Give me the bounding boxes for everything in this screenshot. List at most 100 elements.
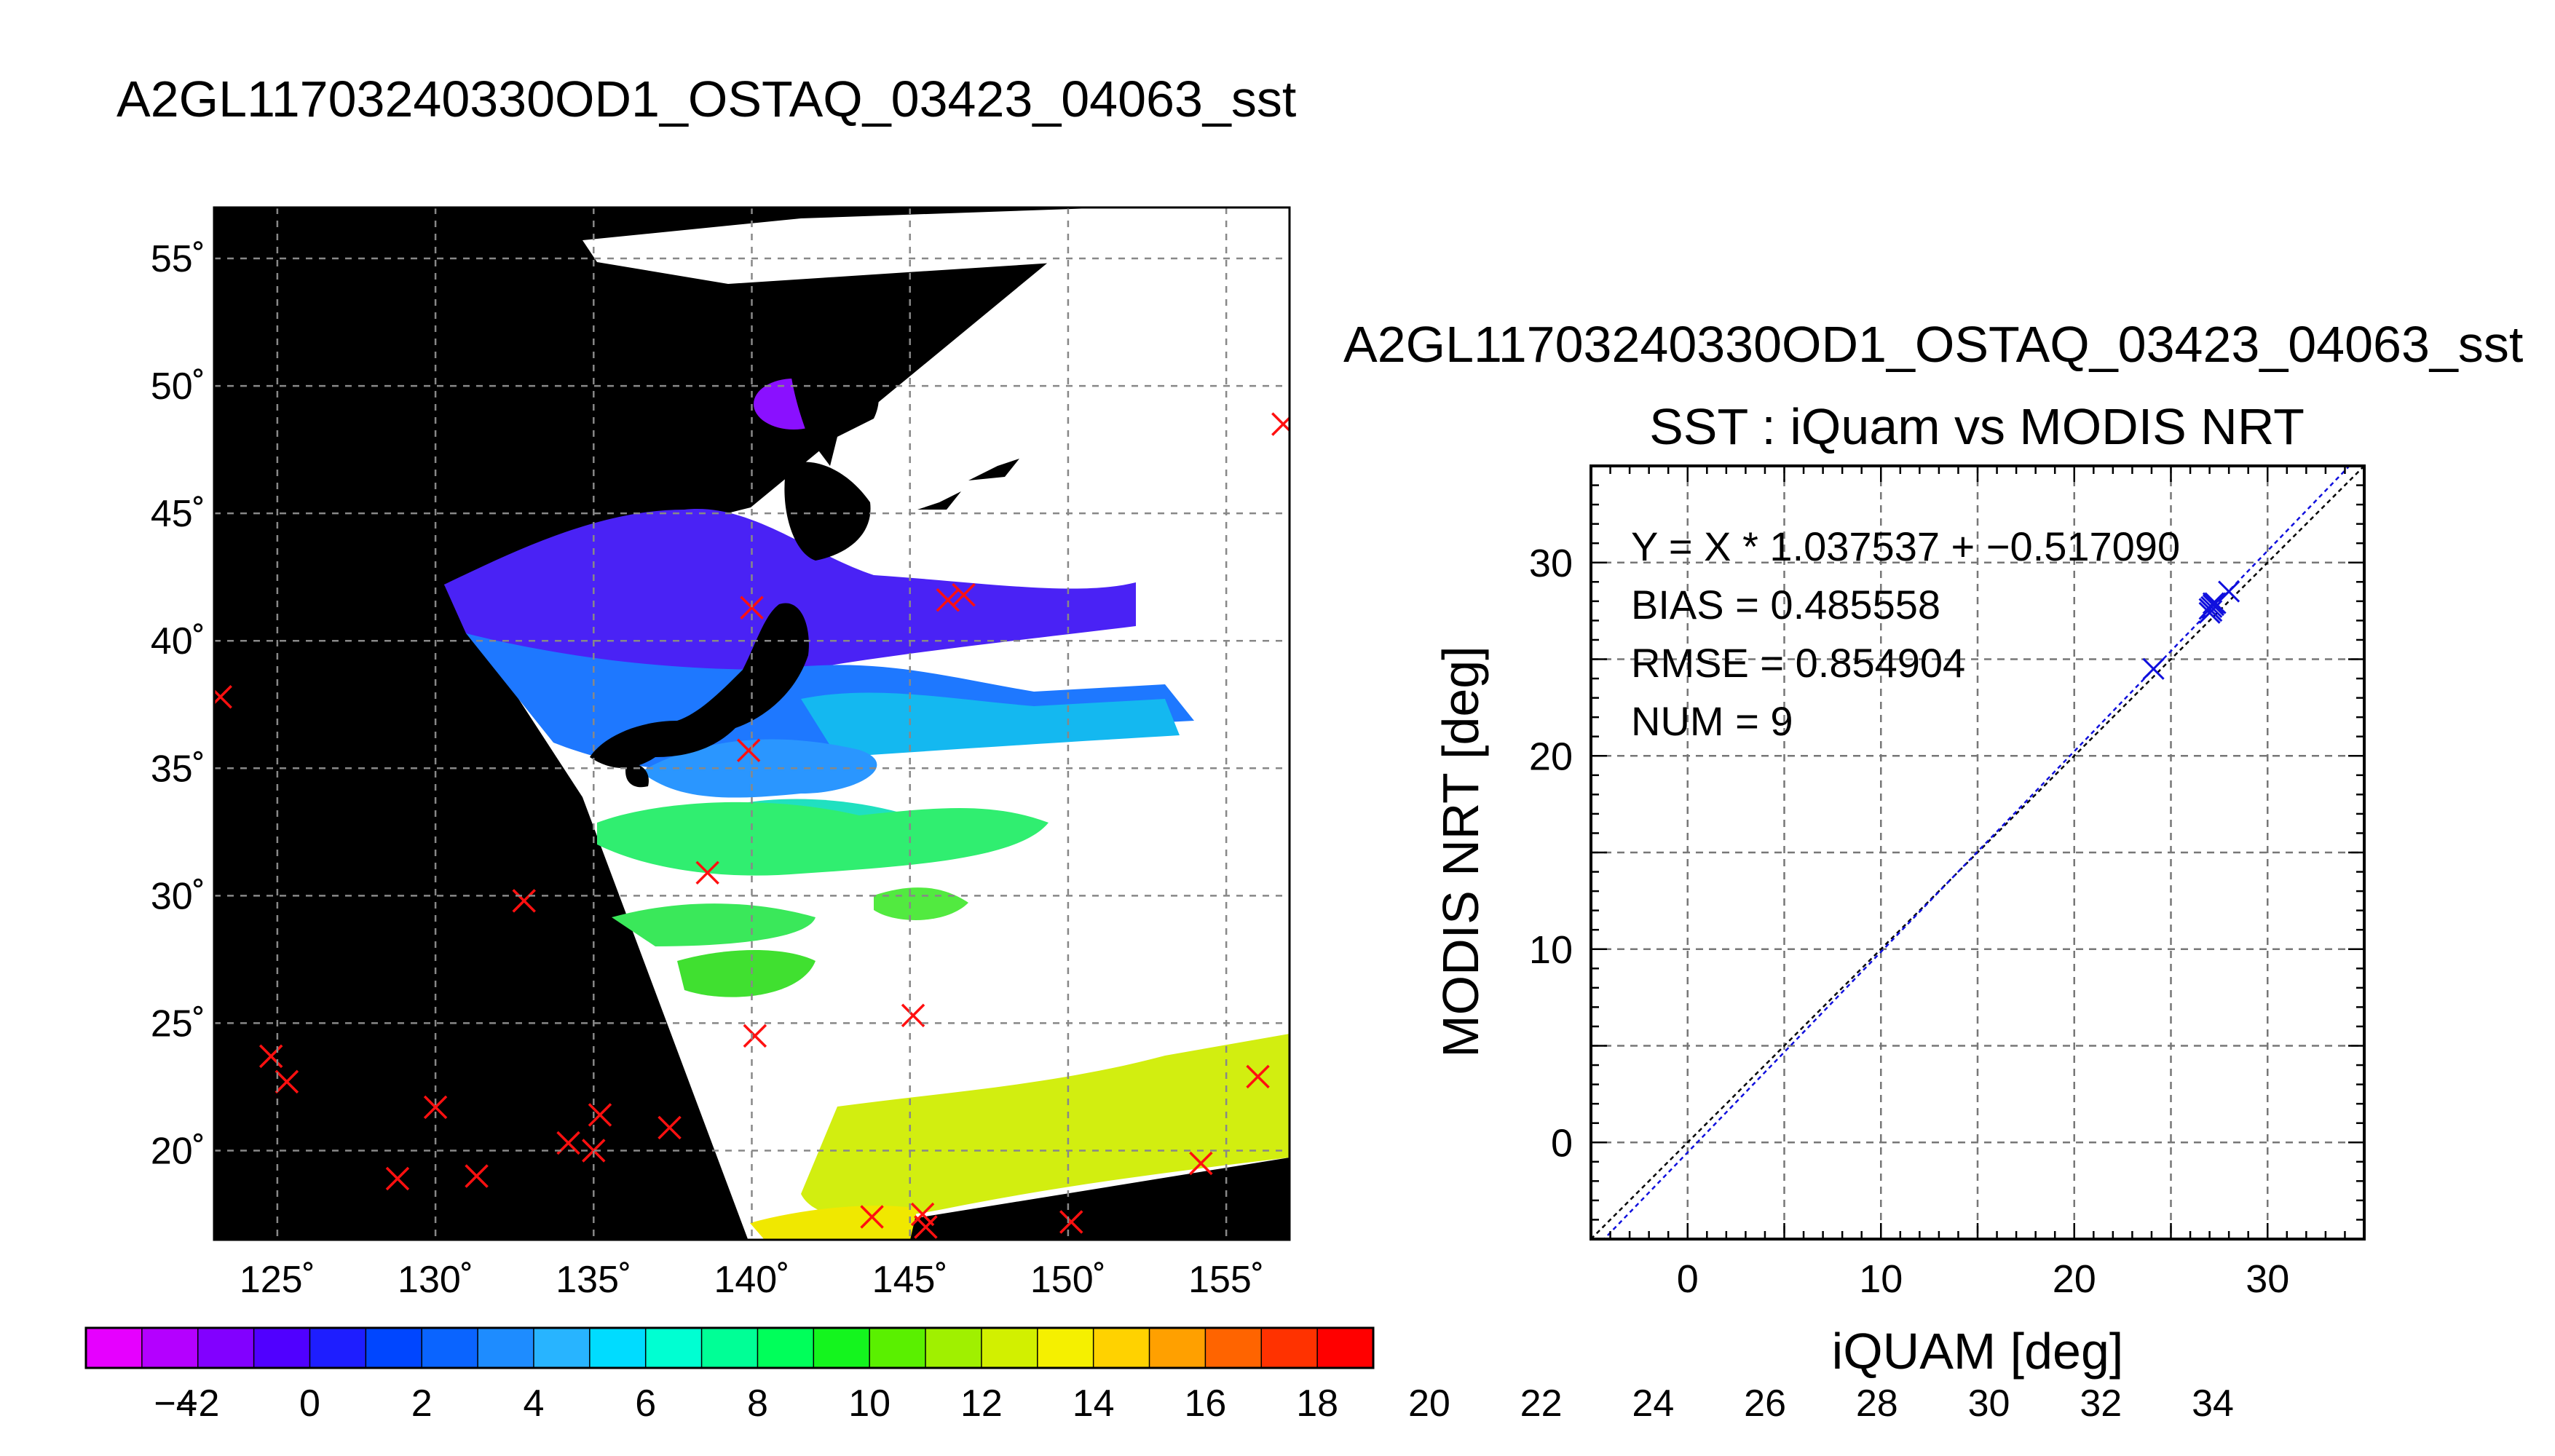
scatter-point [2142,657,2165,680]
x-tick-label: 0 [1677,1257,1699,1301]
sst-field [444,379,1290,1240]
colorbar-cells [85,1327,1375,1369]
y-tick-label: 20 [1529,735,1573,778]
lon-label: 130˚ [398,1259,473,1301]
sst-patch [612,903,816,946]
colorbar-cell [141,1327,199,1369]
sst-patch [677,950,816,997]
colorbar-tick-label: 18 [1296,1382,1338,1425]
lat-label: 20˚ [151,1130,205,1172]
marker-stroke [860,1205,884,1229]
colorbar-cell [1316,1327,1375,1369]
scatter-point [2202,592,2224,614]
validation-point [901,1003,925,1028]
land-kuril [968,459,1019,480]
lon-label: 140˚ [714,1259,789,1301]
y-axis-label: MODIS NRT [deg] [1432,646,1489,1057]
map-panel: 55˚ 50˚ 45˚ 40˚ 35˚ 30˚ 25˚ 20˚ 125˚ 130˚ 135˚ 140… [151,206,1291,1301]
scatter-point [2218,580,2240,603]
sst-patch [641,739,877,798]
x-tick-label: 10 [1859,1257,1903,1301]
fit-line [1603,466,2351,1239]
lat-labels: 55˚ 50˚ 45˚ 40˚ 35˚ 30˚ 25˚ 20˚ [151,238,205,1172]
stat-line: RMSE = 0.854904 [1631,640,1965,686]
land-kuril [917,491,961,510]
marker-stroke [2218,580,2240,603]
marker-stroke [1271,416,1290,436]
colorbar-tick-label: 16 [1184,1382,1226,1425]
sst-patch [597,802,1049,876]
marker-stroke [465,1164,489,1188]
colorbar-tick-label: 0 [299,1382,320,1425]
marker-stroke [914,1215,938,1239]
colorbar-cell [925,1327,983,1369]
marker-stroke [2202,592,2224,614]
colorbar-tick-label: 2 [411,1382,433,1425]
validation-point [736,738,761,763]
validation-point [588,1103,612,1127]
marker-stroke [743,1024,767,1048]
colorbar: −4−2 0 2 4 6 8 10 12 14 16 18 20 22 24 26 28 30 32 34 [84,1326,2234,1425]
colorbar-tick-label: 8 [747,1382,768,1425]
colorbar-tick-label: 30 [1968,1382,2010,1425]
marker-stroke [582,1139,606,1163]
validation-point [914,1215,938,1239]
scatter-ticks: 0 10 20 30 0 10 20 30 [1529,464,2366,1301]
stat-line: BIAS = 0.485558 [1631,582,1940,628]
map-title: A2GL11703240330OD1_OSTAQ_03423_04063_sst [117,71,1296,127]
marker-stroke [512,889,536,913]
colorbar-cell [253,1327,311,1369]
marker-stroke [901,1003,925,1028]
colorbar-tick-label: 28 [1856,1382,1898,1425]
colorbar-tick-label: 6 [635,1382,656,1425]
lon-label: 150˚ [1030,1259,1106,1301]
validation-point [952,582,976,607]
validation-point [657,1115,682,1140]
landmass [590,303,1019,788]
colorbar-cell [533,1327,591,1369]
lat-label: 35˚ [151,748,205,790]
colorbar-tick-label: 26 [1744,1382,1786,1425]
land-hokkaido [784,462,871,561]
validation-point [1246,1064,1270,1089]
colorbar-cell [700,1327,759,1369]
scatter-title-line1: A2GL11703240330OD1_OSTAQ_03423_04063_sst [1343,316,2523,373]
marker-stroke [657,1115,682,1140]
marker-stroke [952,582,976,607]
scatter-points [2142,580,2240,680]
lat-label: 25˚ [151,1002,205,1045]
land-honshu [590,603,809,768]
colorbar-tick-label: 32 [2080,1382,2122,1425]
map-image [214,207,1290,1240]
marker-stroke [1059,1210,1083,1234]
y-tick-label: 10 [1529,928,1573,972]
map-marks [214,412,1290,1239]
x-axis-label: iQUAM [deg] [1832,1323,2124,1380]
colorbar-cell [1260,1327,1319,1369]
marker-stroke [258,1044,283,1069]
validation-point [860,1205,884,1229]
marker-stroke [385,1166,410,1191]
scatter-point [2200,600,2223,622]
colorbar-tick-label: 14 [1073,1382,1115,1425]
colorbar-tick-label: 22 [1520,1382,1563,1425]
validation-point [258,1044,283,1069]
swath-north-strip [583,207,1121,284]
colorbar-cell [1204,1327,1263,1369]
validation-point [936,587,960,612]
marker-stroke [910,1202,935,1227]
x-tick-label: 30 [2246,1257,2289,1301]
colorbar-cell [644,1327,703,1369]
validation-point [465,1164,489,1188]
land-sakhalin [788,303,880,466]
map-gridlines [214,207,1290,1240]
colorbar-tick-label: 12 [960,1382,1003,1425]
validation-point [582,1139,606,1163]
colorbar-cell [477,1327,535,1369]
validation-point [423,1095,448,1120]
colorbar-cell [197,1327,255,1369]
lon-labels: 125˚ 130˚ 135˚ 140˚ 145˚ 150˚ 155˚ [240,1259,1264,1301]
scatter-title-line2: SST : iQuam vs MODIS NRT [1649,398,2305,455]
colorbar-cell [1148,1327,1207,1369]
marker-stroke [936,587,960,612]
